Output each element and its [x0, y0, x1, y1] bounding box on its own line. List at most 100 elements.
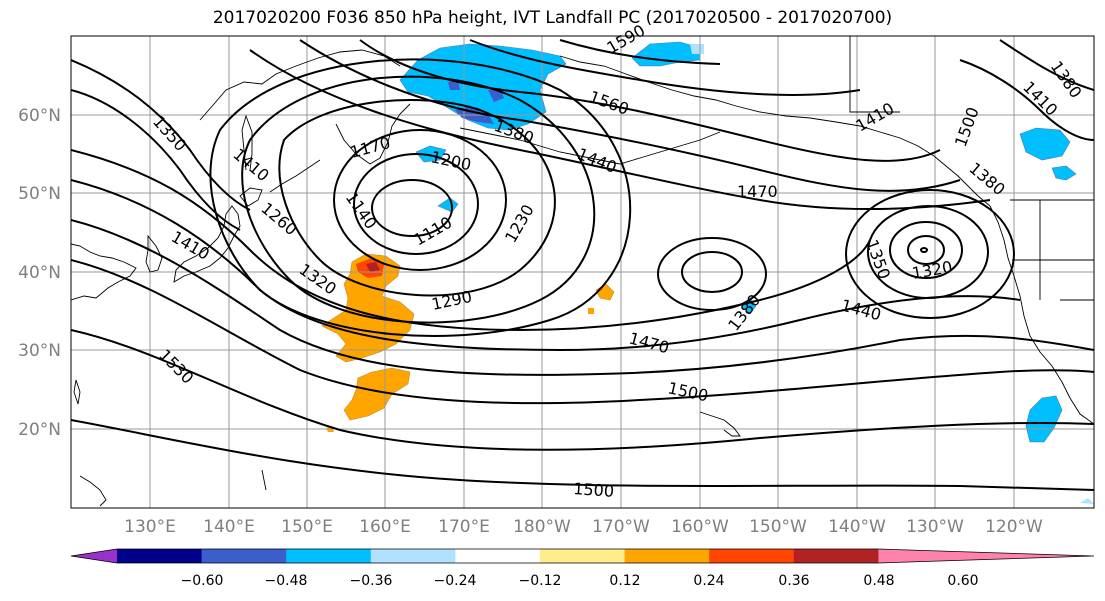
height-contour [359, 39, 941, 162]
contour-label: 1410 [229, 145, 272, 186]
coastlines [71, 36, 1094, 507]
negative-anomaly-area [1051, 165, 1077, 181]
negative-anomaly-area [437, 197, 459, 213]
colorbar-segment [540, 549, 626, 563]
colorbar-segment [286, 549, 372, 563]
colorbar-extension-right [878, 549, 1094, 563]
height-contour [241, 75, 596, 324]
height-contour [959, 59, 1094, 141]
contour-label: 1350 [862, 237, 894, 282]
contour-label: 1560 [587, 87, 632, 119]
colorbar-tick-label: −0.24 [434, 573, 477, 589]
contour-label: 1140 [342, 188, 381, 232]
colorbar-tick-label: 0.24 [693, 573, 724, 589]
longitude-label: 180°W [513, 517, 571, 537]
negative-anomaly-area [1025, 395, 1063, 443]
longitude-label: 170°E [438, 517, 490, 537]
positive-anomaly-area [588, 308, 594, 314]
contour-label: 1500 [666, 378, 710, 405]
longitude-label: 130°W [906, 517, 964, 537]
contour-label: 1410 [853, 99, 898, 136]
contour-label: 1500 [573, 479, 615, 501]
low-center-contour [371, 179, 453, 237]
height-contour [559, 39, 721, 65]
colorbar-outline [70, 548, 1095, 564]
contour-label: 1440 [839, 296, 883, 325]
colorbar-tick-label: −0.36 [350, 573, 393, 589]
low-center-contour [867, 205, 989, 299]
contour-label: 1470 [737, 182, 778, 201]
contour-label: 1110 [411, 213, 456, 250]
longitude-label: 120°W [985, 517, 1043, 537]
negative-anomaly-area [690, 44, 704, 54]
colorbar-tick-label: −0.60 [181, 573, 224, 589]
colorbar-tick-label: 0.36 [778, 573, 809, 589]
negative-anomaly-area [1019, 127, 1071, 161]
height-contour [278, 99, 556, 297]
longitude-label: 150°W [749, 517, 807, 537]
negative-anomaly-area [1080, 498, 1094, 504]
colorbar-tick-label: 0.12 [609, 573, 640, 589]
colorbar-ticks: −0.60 −0.48 −0.36 −0.24 −0.12 0.12 0.24 … [181, 573, 979, 589]
height-contour [999, 39, 1094, 91]
height-contour [71, 59, 251, 211]
canada-border [849, 36, 900, 113]
low-center-contour [657, 237, 767, 311]
colorbar-segment [370, 549, 456, 563]
low-center-contour [907, 235, 945, 265]
contour-label: 1230 [501, 201, 538, 246]
longitude-label: 160°E [359, 517, 411, 537]
asia-coastline [71, 243, 137, 301]
height-contour [469, 39, 861, 96]
longitude-label: 160°W [671, 517, 729, 537]
height-contour [71, 219, 1094, 376]
height-contour [299, 39, 961, 192]
contour-label: 1170 [348, 133, 392, 162]
contour-label: 1320 [296, 260, 340, 299]
low-center-contour [333, 129, 507, 271]
colorbar-segment [117, 549, 203, 563]
aleutian-islands [459, 127, 721, 165]
latitude-label: 40°N [18, 263, 61, 283]
contour-label: 1500 [951, 105, 983, 150]
height-contour [71, 329, 1094, 451]
hawaii-islands [699, 411, 741, 437]
longitude-label: 130°E [124, 517, 176, 537]
latitude-label: 30°N [18, 341, 61, 361]
contour-label: 1290 [430, 287, 474, 314]
height-contour [71, 179, 1021, 352]
height-contour [71, 259, 1094, 405]
map-frame [70, 35, 1095, 509]
longitude-label: 140°W [828, 517, 886, 537]
low-center-contour [353, 153, 479, 255]
contour-label: 1200 [429, 147, 473, 174]
colorbar-segment [455, 549, 541, 563]
contour-label: 1380 [1047, 57, 1086, 101]
longitude-labels: 130°E 140°E 150°E 160°E 170°E 180°W 170°… [124, 517, 1043, 537]
positive-anomaly-area [366, 262, 380, 272]
low-center-contour [681, 251, 743, 293]
russia-coastline [199, 49, 401, 121]
map-title: 2017020200 F036 850 hPa height, IVT Land… [212, 8, 893, 28]
positive-anomaly-area [343, 367, 411, 421]
contour-label: 1530 [155, 345, 197, 387]
contour-label: 1410 [1019, 77, 1061, 119]
height-contour [71, 419, 1094, 491]
colorbar [70, 548, 1095, 564]
contour-label: 1260 [257, 199, 300, 240]
latitude-labels: 60°N 50°N 40°N 30°N 20°N [18, 106, 61, 440]
colorbar-segment [201, 549, 287, 563]
height-contour [71, 89, 241, 231]
longitude-label: 140°E [203, 517, 255, 537]
colorbar-segment [624, 549, 710, 563]
height-contour [249, 49, 991, 211]
colorbar-tick-label: 0.60 [947, 573, 978, 589]
philippines-coastline [79, 475, 107, 507]
contour-label: 1350 [149, 112, 190, 155]
latitude-label: 50°N [18, 184, 61, 204]
height-contour [71, 149, 871, 332]
sakhalin-coastline [241, 114, 253, 171]
colorbar-tick-label: −0.12 [519, 573, 562, 589]
longitude-label: 170°W [592, 517, 650, 537]
